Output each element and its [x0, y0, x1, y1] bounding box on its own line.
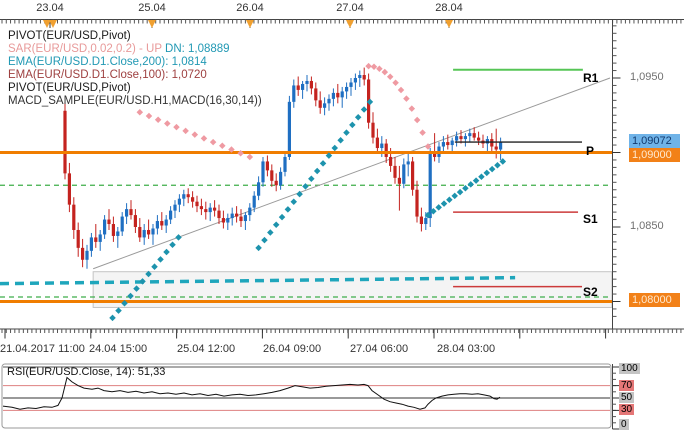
rsi-scale-0: 0 — [619, 419, 629, 430]
overlay-level-lines — [0, 141, 612, 154]
indicator-legend: PIVOT(EUR/USD,Pivot) SAR(EUR/USD,0.02,0.… — [8, 30, 262, 108]
pivot-label-r1: R1 — [583, 71, 599, 85]
rsi-scale-100: 100 — [619, 363, 640, 374]
bottom-axis-time: 25.04 12:00 — [177, 343, 236, 355]
bid-price-badge: 1,09072 — [629, 134, 680, 148]
legend-line-macd: MACD_SAMPLE(EUR/USD.H1,MACD(16,30,14)) — [8, 95, 262, 107]
legend-line-ema100: EMA(EUR/USD.D1.Close,100): 1,0720 — [8, 69, 207, 81]
rsi-line — [2, 376, 501, 410]
top-axis-date: 23.04 — [36, 2, 64, 14]
bottom-axis-time: 21.04.2017 11:00 — [0, 343, 85, 355]
price-axis-label: 1,0850 — [630, 220, 664, 232]
lower-pivot-price-badge: 1,08000 — [629, 293, 680, 307]
candles-series — [63, 67, 503, 269]
bottom-axis-time: 27.04 06:00 — [350, 343, 409, 355]
pivot-price-badge: 1,09000 — [629, 148, 680, 162]
pivot-label-p: P — [586, 144, 595, 158]
legend-line-ema200: EMA(EUR/USD.D1.Close,200): 1,0814 — [8, 56, 207, 68]
legend-line-pivot-1: PIVOT(EUR/USD,Pivot) — [8, 30, 131, 42]
top-axis-date: 26.04 — [236, 2, 264, 14]
legend-line-pivot-2: PIVOT(EUR/USD,Pivot) — [8, 82, 131, 94]
rsi-subwindow — [1, 363, 620, 430]
bottom-axis-time: 28.04 03:00 — [437, 343, 496, 355]
legend-sar-up: SAR(EUR/USD,0.02,0.2) - UP — [8, 43, 162, 55]
rsi-scale-30: 30 — [619, 404, 635, 415]
legend-sar-dn: DN: 1,08889 — [161, 43, 230, 55]
legend-line-sar: SAR(EUR/USD,0.02,0.2) - UP DN: 1,08889 — [8, 43, 262, 56]
top-axis-date: 28.04 — [435, 2, 463, 14]
bottom-axis-time: 26.04 09:00 — [263, 343, 322, 355]
top-axis-date: 27.04 — [336, 2, 364, 14]
pivot-label-s2: S2 — [583, 285, 598, 299]
axis-rulers — [0, 19, 684, 339]
pivot-label-s1: S1 — [583, 212, 598, 226]
rsi-scale-70: 70 — [619, 380, 635, 391]
ema200-dashed-line — [0, 275, 516, 286]
top-axis-date: 25.04 — [138, 2, 166, 14]
price-axis-label: 1,0950 — [630, 71, 664, 83]
rsi-indicator-label: RSI(EUR/USD.Close, 14): 51,33 — [7, 366, 166, 378]
rsi-scale-50: 50 — [619, 392, 635, 403]
bottom-axis-time: 24.04 15:00 — [89, 343, 148, 355]
parabolic-sar-dots — [109, 62, 507, 322]
